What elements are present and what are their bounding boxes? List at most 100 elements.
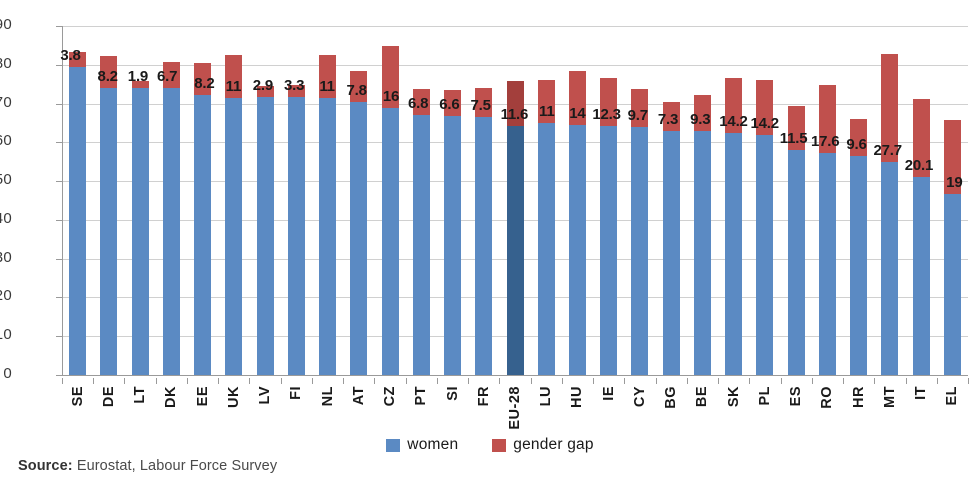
data-label-it: 20.1 (904, 156, 934, 174)
bar-segment-women (881, 161, 899, 375)
x-tick-label-hr: HR (850, 386, 867, 408)
bar-eu-28[interactable] (506, 26, 524, 375)
bar-segment-women (194, 94, 212, 375)
bar-at[interactable] (350, 26, 368, 375)
x-tick-mark (249, 378, 251, 384)
x-tick-mark (468, 378, 470, 384)
bar-ee[interactable] (194, 26, 212, 375)
y-tick-label: 60 (0, 132, 12, 150)
x-tick-label-dk: DK (163, 386, 180, 408)
x-tick-label-de: DE (100, 386, 117, 408)
x-tick-mark (93, 378, 95, 384)
bar-segment-gender-gap (600, 78, 618, 127)
bar-lu[interactable] (537, 26, 555, 375)
legend-label: gender gap (513, 436, 594, 453)
bar-segment-women (69, 67, 87, 375)
bar-cy[interactable] (631, 26, 649, 375)
gridline (62, 64, 968, 66)
x-tick-mark (780, 378, 782, 384)
bar-segment-women (693, 131, 711, 375)
data-label-ee: 8.2 (194, 74, 215, 92)
bar-segment-gender-gap (100, 56, 118, 89)
bar-es[interactable] (787, 26, 805, 375)
x-tick-mark (811, 378, 813, 384)
x-tick-label-eu-28: EU-28 (507, 386, 523, 430)
bar-nl[interactable] (319, 26, 337, 375)
data-label-pt: 6.8 (407, 95, 429, 113)
y-tick-mark (56, 336, 63, 338)
bar-si[interactable] (444, 26, 462, 375)
x-tick-label-es: ES (788, 386, 805, 407)
bar-de[interactable] (100, 26, 118, 375)
y-tick-label: 0 (3, 365, 12, 382)
bar-ie[interactable] (600, 26, 618, 375)
legend-label: women (407, 436, 459, 453)
legend-item-gender-gap[interactable]: gender gap (492, 436, 594, 454)
x-tick-mark (499, 378, 501, 384)
data-label-bg: 7.3 (657, 110, 679, 128)
bar-dk[interactable] (162, 26, 180, 375)
bar-ro[interactable] (818, 26, 836, 375)
data-label-cy: 9.7 (627, 106, 648, 124)
bar-segment-women (756, 135, 774, 375)
bar-uk[interactable] (225, 26, 243, 375)
bar-segment-women (537, 122, 555, 375)
data-label-de: 8.2 (97, 68, 118, 86)
bar-bg[interactable] (662, 26, 680, 375)
x-tick-label-se: SE (69, 386, 86, 407)
bar-it[interactable] (912, 26, 930, 375)
legend-item-women[interactable]: women (386, 436, 458, 454)
legend-swatch-icon (386, 438, 401, 452)
bar-fi[interactable] (287, 26, 305, 375)
x-tick-mark (718, 378, 720, 384)
bar-segment-gender-gap (631, 89, 649, 127)
bar-el[interactable] (943, 26, 961, 375)
y-tick-mark (56, 375, 63, 376)
x-tick-label-mt: MT (881, 386, 898, 408)
x-tick-mark (311, 378, 313, 384)
x-tick-label-at: AT (350, 386, 367, 406)
bar-lv[interactable] (256, 26, 274, 375)
data-label-lu: 11 (539, 102, 555, 120)
bar-pl[interactable] (756, 26, 774, 375)
x-axis: SE DE LT DK EE UK LV FI NL AT CZ PT SI FR EU-28 LU HU IE C… (62, 378, 969, 440)
data-label-fi: 3.3 (284, 77, 305, 95)
bar-segment-gender-gap (444, 90, 462, 116)
y-tick-label: 40 (0, 209, 12, 227)
bar-segment-gender-gap (350, 71, 368, 102)
y-tick-mark (56, 297, 63, 299)
bar-segment-women (850, 155, 868, 375)
bar-se[interactable] (69, 26, 87, 375)
bar-hu[interactable] (568, 26, 586, 375)
x-tick-label-cz: CZ (382, 386, 399, 407)
x-tick-mark (624, 378, 626, 384)
source-prefix: Source: (18, 458, 73, 474)
bar-segment-women (912, 176, 930, 375)
bar-segment-women (818, 153, 836, 375)
bar-segment-women (600, 126, 618, 375)
bar-segment-gender-gap (412, 88, 430, 116)
x-tick-mark (374, 378, 376, 384)
x-tick-mark (218, 378, 220, 384)
data-label-uk: 11 (225, 77, 242, 95)
bar-segment-gender-gap (475, 88, 493, 118)
bar-segment-gender-gap (381, 46, 399, 109)
y-tick-label: 10 (0, 326, 12, 344)
bar-mt[interactable] (881, 26, 899, 375)
x-tick-mark (155, 378, 157, 384)
bar-be[interactable] (693, 26, 711, 375)
bar-segment-gender-gap (225, 55, 243, 98)
bar-segment-women (131, 88, 149, 375)
bar-fr[interactable] (475, 26, 493, 375)
bar-lt[interactable] (131, 26, 149, 375)
data-label-nl: 11 (319, 77, 335, 95)
data-label-cz: 16 (382, 88, 400, 106)
bar-cz[interactable] (381, 26, 399, 375)
bar-hr[interactable] (850, 26, 868, 375)
data-label-hr: 9.6 (846, 135, 867, 153)
bar-pt[interactable] (412, 26, 430, 375)
bar-sk[interactable] (725, 26, 743, 375)
y-tick-label: 50 (0, 171, 12, 189)
data-label-ie: 12.3 (592, 106, 621, 124)
